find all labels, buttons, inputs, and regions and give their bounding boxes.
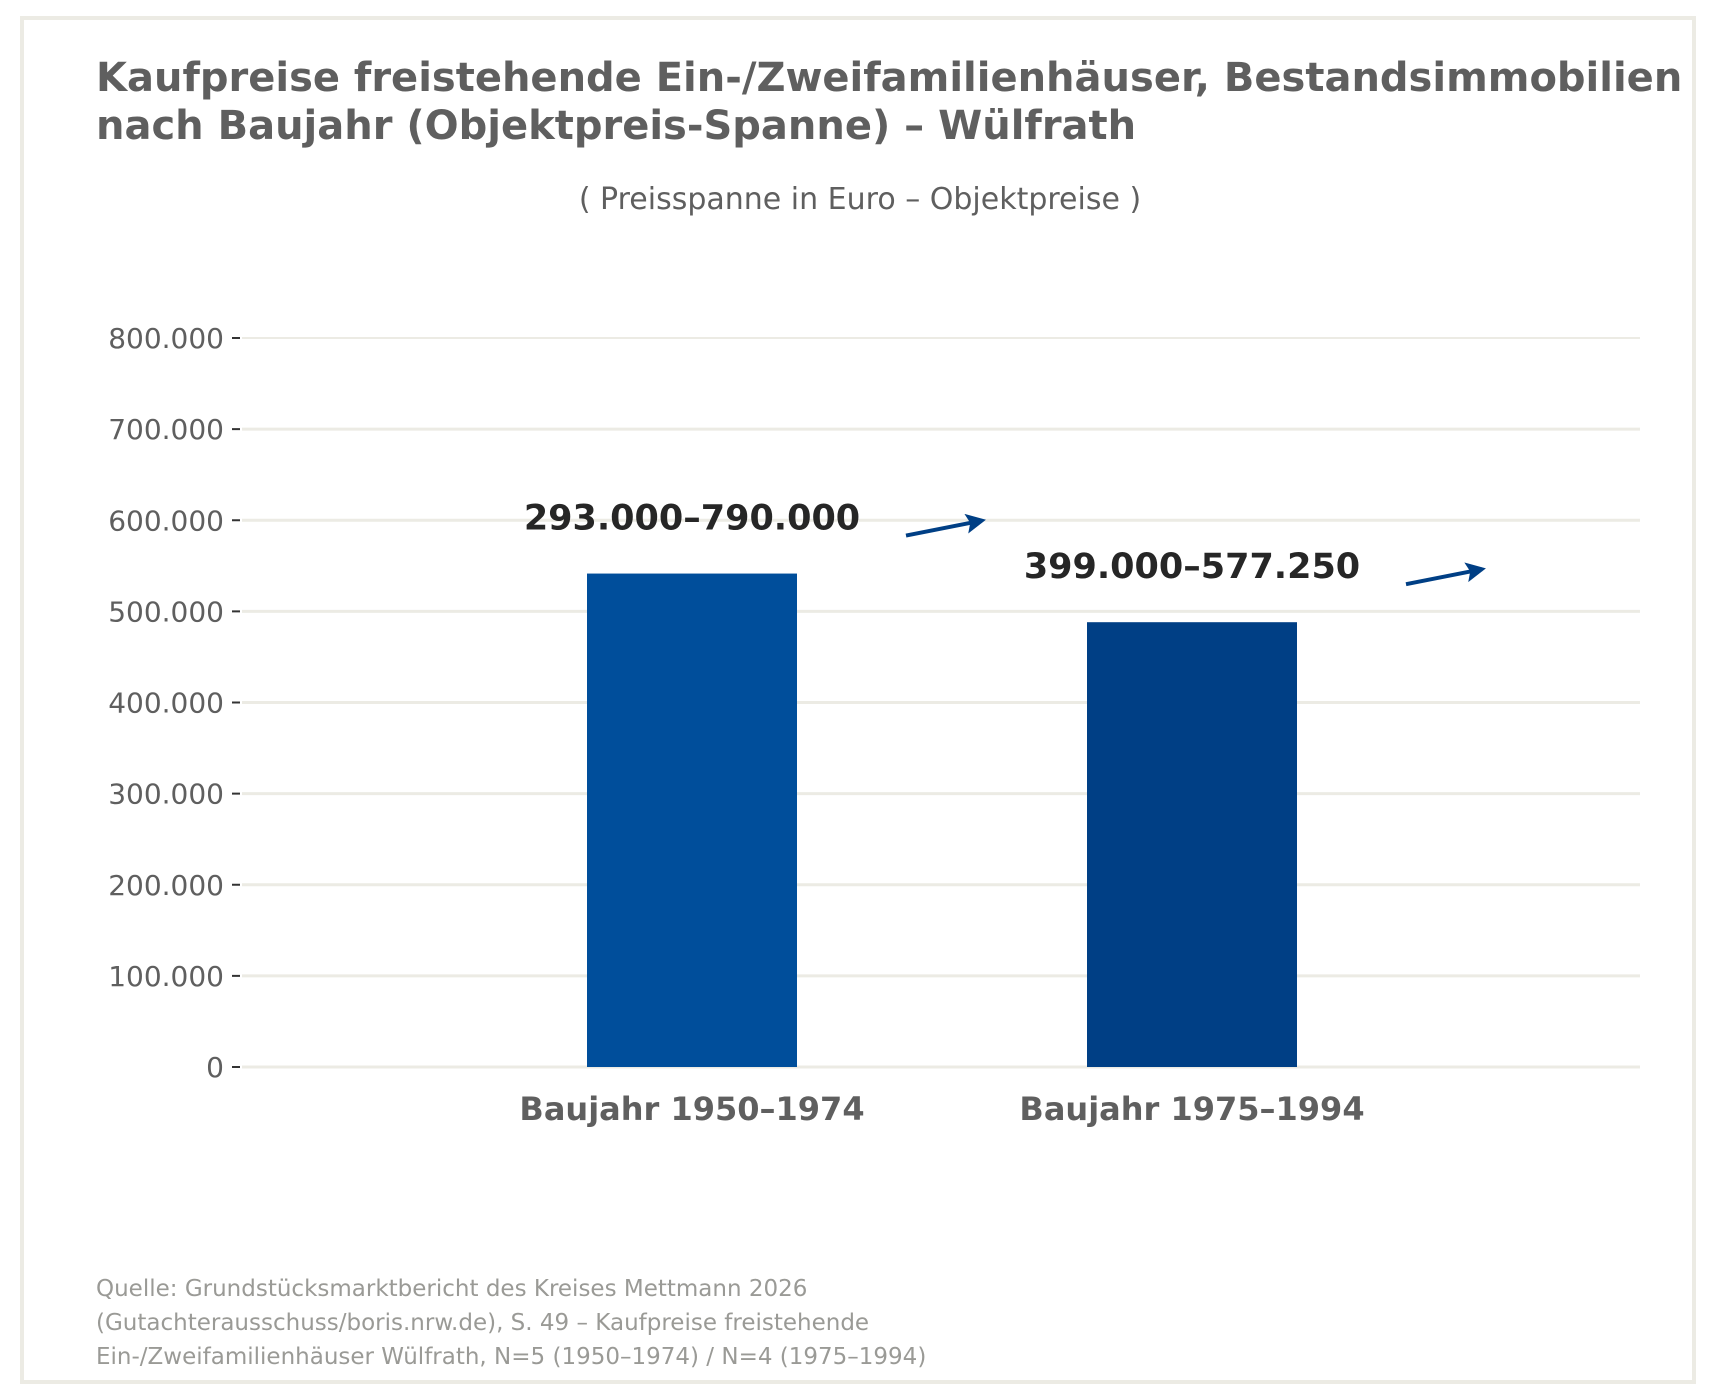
y-tick-label: 200.000 (108, 869, 224, 902)
source-line-1: Quelle: Grundstücksmarktbericht des Krei… (96, 1276, 808, 1302)
y-tick-label: 300.000 (108, 778, 224, 811)
source-line-2: (Gutachterausschuss/boris.nrw.de), S. 49… (96, 1310, 870, 1336)
y-tick-label: 500.000 (108, 595, 224, 628)
y-tick-label: 800.000 (108, 322, 224, 355)
y-tick-label: 0 (206, 1051, 224, 1084)
range-arrow-2 (1405, 562, 1486, 587)
y-tick-label: 700.000 (108, 413, 224, 446)
chart-frame (20, 16, 1696, 1384)
source-note: Quelle: Grundstücksmarktbericht des Krei… (96, 1272, 1096, 1374)
x-tick-label: Baujahr 1950–1974 (519, 1090, 864, 1128)
y-tick-label: 400.000 (108, 687, 224, 720)
range-label-1: 293.000–790.000 (524, 499, 860, 539)
y-tick-label: 600.000 (108, 504, 224, 537)
range-label-2: 399.000–577.250 (1024, 547, 1360, 587)
chart-subtitle: ( Preisspanne in Euro – Objektpreise ) (578, 182, 1142, 217)
bar-1 (587, 573, 797, 1067)
chart-title-line-2: nach Baujahr (Objektpreis-Spanne) – Wülf… (96, 103, 1137, 149)
bar-2 (1087, 622, 1297, 1067)
range-arrow-1 (905, 513, 986, 538)
chart-title: Kaufpreise freistehende Ein-/Zweifamilie… (96, 54, 1696, 150)
x-tick-label: Baujahr 1975–1994 (1019, 1090, 1364, 1128)
chart-title-line-1: Kaufpreise freistehende Ein-/Zweifamilie… (96, 55, 1683, 101)
source-line-3: Ein-/Zweifamilienhäuser Wülfrath, N=5 (1… (96, 1344, 927, 1370)
y-tick-label: 100.000 (108, 960, 224, 993)
